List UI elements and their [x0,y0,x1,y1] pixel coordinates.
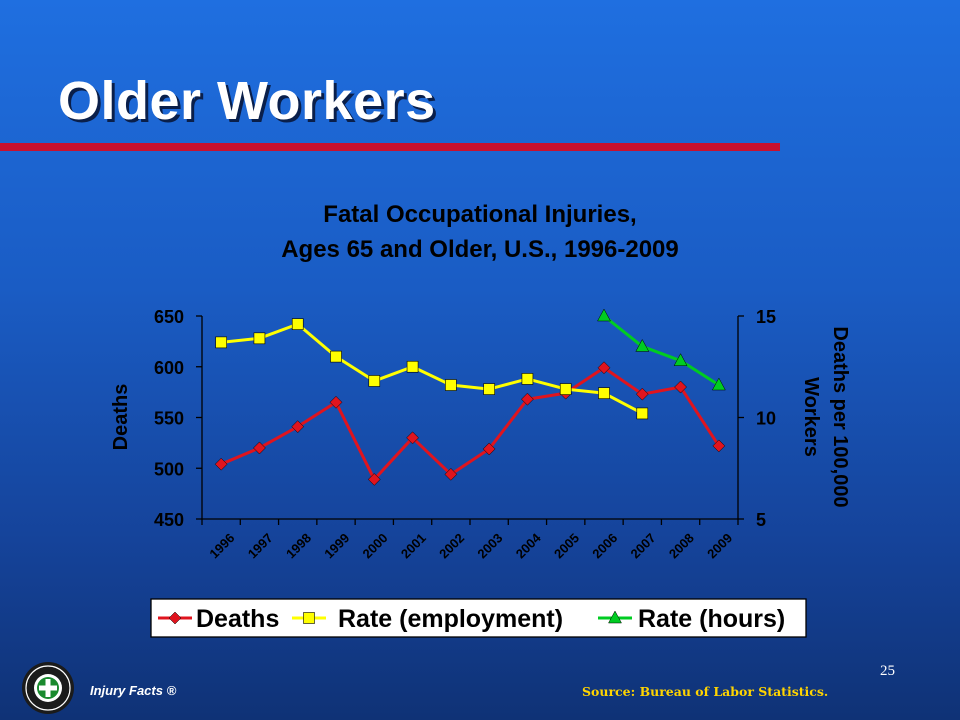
x-tick-label: 1999 [321,530,352,561]
x-tick-label: 2009 [704,530,735,561]
data-point-rate-hours [673,353,688,366]
x-tick-label: 2000 [360,530,391,561]
slide-title: Older Workers [58,71,436,131]
y-tick-label-left: 450 [154,510,184,530]
data-point-rate-employment [253,332,266,345]
page-number: 25 [880,663,895,679]
legend-label-rate-hours: Rate (hours) [638,605,785,633]
y-tick-label-left: 600 [154,358,184,378]
source-note: Source: Bureau of Labor Statistics. [582,684,829,699]
data-point-deaths [291,420,305,433]
legend-marker-deaths [168,611,182,625]
data-point-deaths [597,361,611,375]
data-point-rate-hours [635,338,650,352]
data-point-rate-employment [636,407,649,420]
y-tick-label-right: 5 [756,510,766,530]
series-line-rate-employment [220,322,643,415]
y-tick-label-right: 10 [756,409,776,429]
data-point-deaths [712,439,726,453]
x-tick-label: 2005 [551,530,582,561]
title-underline [0,143,780,151]
y-tick-label-left: 650 [154,307,184,327]
x-tick-label: 2001 [398,530,429,561]
y-axis-title-right: Deaths per 100,000 [829,326,851,507]
data-point-rate-employment [291,318,304,330]
data-point-deaths [214,457,228,471]
data-point-rate-employment [483,383,495,395]
data-point-deaths [482,442,496,456]
brand-label: Injury Facts ® [90,683,177,698]
data-point-deaths [635,387,649,401]
x-tick-label: 1997 [245,530,276,561]
data-point-rate-employment [215,336,227,349]
x-tick-label: 2006 [589,530,620,561]
data-point-rate-employment [559,383,572,395]
legend-box [150,598,807,638]
chart-title-line: Fatal Occupational Injuries, [323,201,636,228]
y-axis-title-right: Workers [800,377,822,457]
series-line-deaths [220,366,721,481]
x-tick-label: 2008 [666,530,697,561]
y-axis-title-left: Deaths [110,384,132,451]
x-tick-label: 1998 [283,530,314,561]
legend-label-deaths: Deaths [196,605,279,633]
x-tick-label: 2007 [628,530,659,561]
x-tick-label: 2004 [513,530,545,562]
y-tick-label-left: 550 [154,409,184,429]
data-point-rate-employment [445,379,457,391]
data-point-deaths [444,467,458,481]
data-point-rate-hours [597,308,611,322]
national-safety-council-seal-icon [22,662,74,714]
data-point-deaths [253,441,266,455]
data-point-rate-employment [521,373,534,385]
data-point-deaths [521,392,534,406]
y-tick-label-left: 500 [154,459,184,479]
chart-title-line: Ages 65 and Older, U.S., 1996-2009 [281,236,679,263]
data-point-rate-employment [368,375,381,387]
data-point-rate-employment [406,360,419,373]
data-point-rate-hours [711,377,726,391]
legend-label-rate-employment: Rate (employment) [338,605,563,633]
data-point-deaths [674,380,687,394]
data-point-rate-employment [330,350,342,363]
y-tick-label-right: 15 [756,307,776,327]
x-tick-label: 2003 [474,530,505,561]
data-point-rate-employment [598,387,610,399]
legend-marker-rate-employment [303,612,315,624]
data-point-deaths [367,473,381,486]
x-tick-label: 1996 [206,530,237,561]
data-point-deaths [329,395,343,409]
data-point-deaths [406,431,419,445]
series-line-rate-hours [603,314,720,387]
legend-marker-rate-hours [608,610,622,624]
x-tick-label: 2002 [436,530,467,561]
